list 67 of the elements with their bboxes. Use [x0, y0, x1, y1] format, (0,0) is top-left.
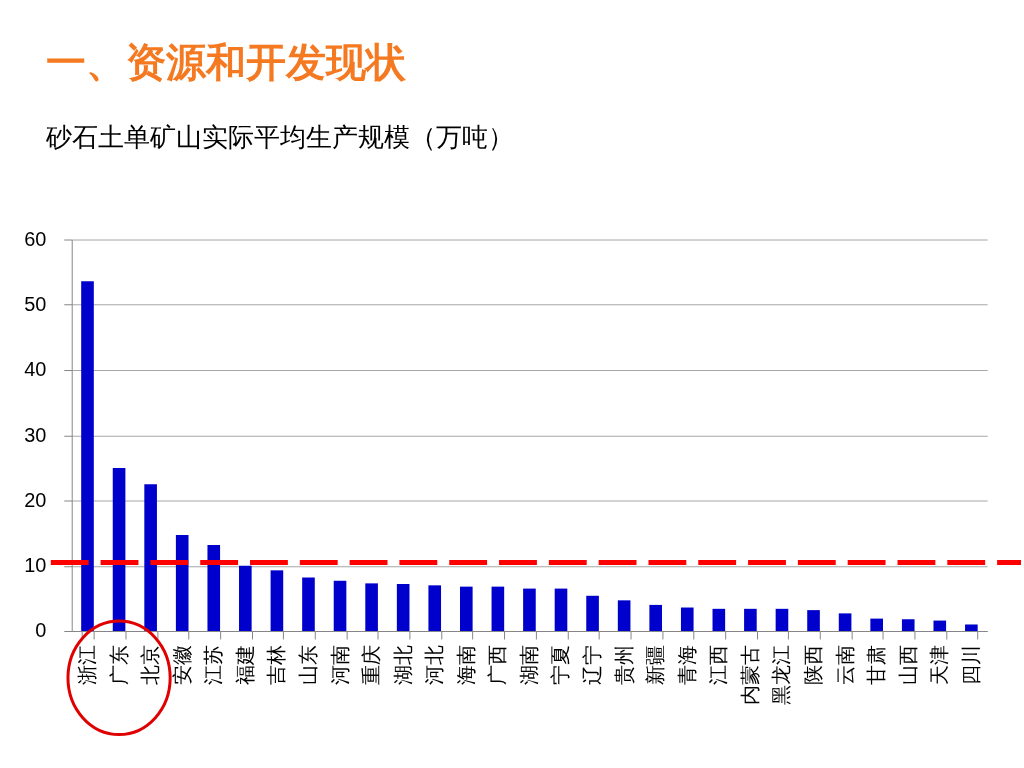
bar	[680, 607, 694, 631]
chart-title: 一、资源和开发现状	[45, 39, 407, 86]
bar	[491, 586, 505, 631]
x-tick-label: 天津	[928, 645, 951, 686]
x-tick-label: 重庆	[360, 645, 383, 686]
x-tick-label: 云南	[833, 645, 856, 686]
x-tick-label: 北京	[139, 645, 162, 686]
x-tick-label: 辽宁	[581, 645, 604, 686]
bar	[807, 610, 820, 631]
y-tick-label: 30	[24, 423, 47, 446]
x-tick-label: 甘肃	[865, 645, 888, 686]
x-tick-label: 内蒙古	[738, 645, 761, 706]
bar	[965, 624, 978, 631]
bar	[175, 535, 189, 631]
x-tick-label: 贵州	[612, 645, 635, 686]
x-tick-label: 福建	[233, 645, 256, 686]
y-tick-label: 0	[35, 619, 47, 642]
x-tick-label: 河南	[328, 645, 351, 686]
bar	[302, 577, 315, 631]
x-tick-label: 山东	[296, 645, 319, 686]
x-tick-label: 山西	[896, 645, 919, 686]
bar	[712, 608, 726, 631]
bar	[144, 484, 157, 631]
x-tick-label: 湖南	[517, 645, 540, 686]
bar	[838, 613, 852, 631]
x-tick-label: 浙江	[75, 645, 98, 686]
bar	[554, 588, 568, 631]
x-tick-label: 黑龙江	[770, 645, 793, 706]
bar	[270, 570, 284, 631]
y-tick-label: 40	[24, 358, 47, 381]
x-tick-label: 广西	[486, 645, 509, 686]
bar	[459, 586, 473, 631]
y-tick-label: 60	[24, 228, 47, 251]
y-tick-label: 20	[24, 488, 47, 511]
x-tick-label: 青海	[675, 645, 698, 686]
bar	[81, 281, 94, 631]
bar	[112, 467, 126, 631]
bar	[586, 595, 599, 631]
y-tick-label: 50	[24, 293, 47, 316]
bar	[649, 604, 663, 631]
bar	[428, 585, 442, 631]
chart-subtitle: 砂石土单矿山实际平均生产规模（万吨）	[44, 121, 514, 152]
x-tick-label: 宁夏	[549, 645, 572, 686]
bar	[333, 580, 347, 631]
x-tick-label: 吉林	[265, 645, 288, 686]
bar	[617, 600, 631, 631]
bar	[365, 583, 378, 631]
x-tick-label: 新疆	[644, 645, 667, 686]
x-tick-label: 河北	[423, 645, 446, 686]
bar	[207, 544, 221, 631]
x-tick-label: 海南	[454, 645, 477, 686]
bar	[396, 584, 410, 631]
x-tick-label: 湖北	[391, 645, 414, 686]
x-tick-label: 陕西	[802, 645, 824, 686]
x-tick-label: 广东	[107, 645, 130, 686]
bar	[523, 588, 536, 631]
y-tick-label: 10	[24, 554, 47, 577]
x-tick-label: 安徽	[170, 645, 193, 686]
x-tick-label: 江西	[707, 645, 730, 686]
bar	[933, 620, 947, 631]
x-tick-label: 江苏	[202, 645, 225, 686]
bar	[901, 619, 915, 631]
x-tick-label: 四川	[959, 645, 982, 686]
bar	[870, 618, 883, 631]
bar	[775, 608, 789, 631]
bar	[239, 565, 252, 631]
bar	[744, 608, 757, 631]
